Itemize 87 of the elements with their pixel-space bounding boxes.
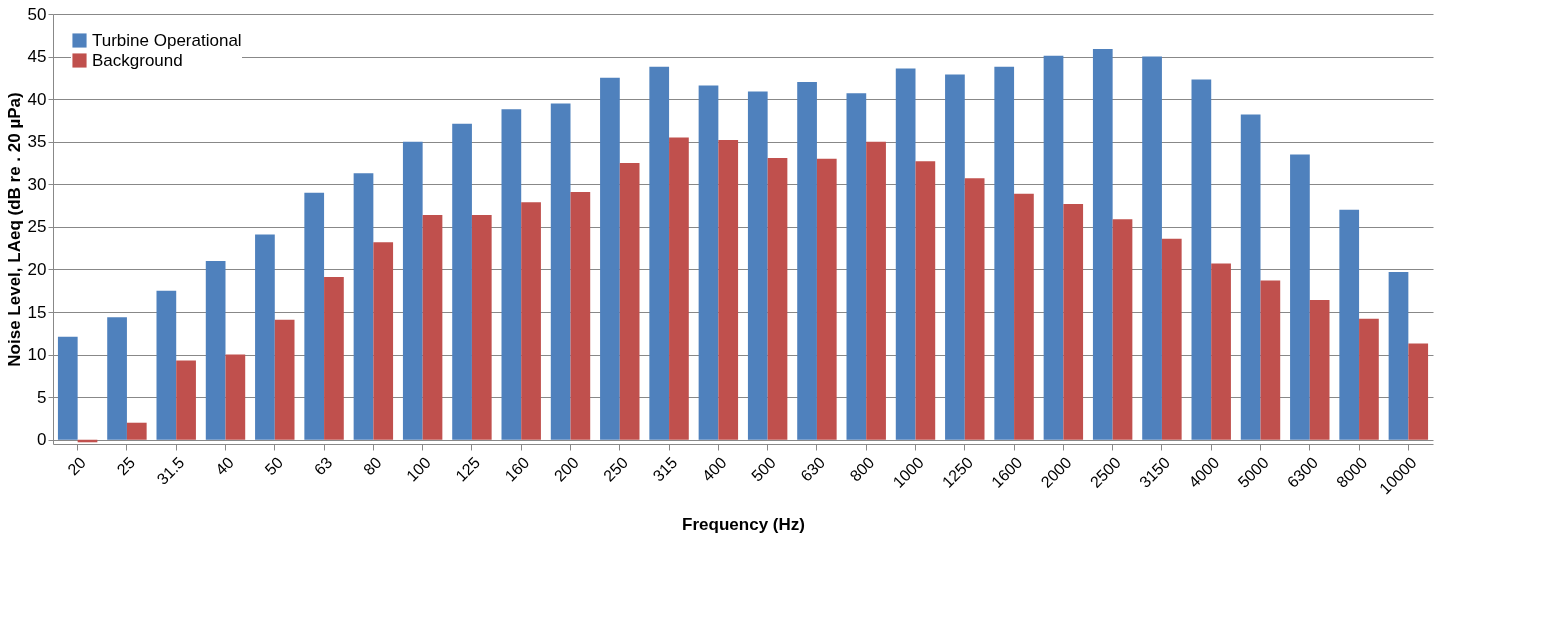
bar bbox=[422, 214, 443, 440]
bar bbox=[126, 422, 147, 440]
bar bbox=[895, 68, 916, 440]
bar bbox=[1063, 203, 1084, 440]
bar bbox=[521, 202, 541, 440]
y-tick-label: 10 bbox=[27, 345, 47, 365]
bar bbox=[1014, 193, 1034, 440]
bar bbox=[915, 161, 936, 440]
y-tick-label: 30 bbox=[27, 174, 47, 194]
y-tick-label: 25 bbox=[27, 217, 47, 237]
x-tick-label: 40 bbox=[212, 453, 237, 479]
bar bbox=[1161, 238, 1182, 440]
x-tick-label: 25 bbox=[113, 453, 139, 479]
bar bbox=[816, 158, 837, 440]
y-tick-label: 20 bbox=[27, 259, 47, 279]
bar bbox=[846, 93, 867, 440]
bar bbox=[501, 109, 522, 440]
bar bbox=[669, 137, 689, 440]
x-tick-label: 80 bbox=[360, 453, 385, 479]
bar bbox=[1260, 280, 1281, 440]
bar bbox=[619, 163, 640, 440]
bar bbox=[747, 91, 768, 440]
bar bbox=[471, 214, 492, 440]
x-tick-label: 250 bbox=[600, 453, 632, 485]
bar bbox=[304, 192, 325, 440]
bar bbox=[156, 290, 177, 440]
bar bbox=[1388, 272, 1409, 440]
bar bbox=[1309, 300, 1330, 440]
bar bbox=[698, 85, 719, 440]
bar bbox=[1211, 263, 1231, 440]
y-tick-label: 0 bbox=[37, 430, 47, 450]
bar bbox=[324, 277, 344, 440]
bar bbox=[353, 173, 374, 440]
x-tick-label: 160 bbox=[501, 453, 533, 485]
x-tick-label: 63 bbox=[310, 453, 336, 479]
bar bbox=[452, 123, 472, 440]
bar bbox=[718, 140, 739, 440]
bar bbox=[1043, 55, 1064, 440]
bar bbox=[1290, 154, 1310, 440]
x-tick-label: 31.5 bbox=[153, 453, 188, 488]
bar bbox=[994, 66, 1015, 440]
x-tick-label: 50 bbox=[261, 453, 287, 479]
bar bbox=[964, 178, 985, 440]
bar bbox=[1240, 114, 1261, 440]
x-tick-label: 630 bbox=[797, 453, 829, 485]
bar bbox=[945, 74, 965, 440]
bar bbox=[1339, 209, 1360, 440]
bar bbox=[205, 260, 226, 440]
bar bbox=[767, 157, 788, 440]
y-axis-title: Noise Level, LAeq (dB re . 20 µPa) bbox=[4, 92, 24, 367]
bar bbox=[402, 141, 423, 440]
bar bbox=[797, 82, 817, 440]
x-tick-label: 315 bbox=[649, 453, 681, 485]
bar bbox=[1142, 56, 1162, 440]
bar bbox=[1408, 343, 1429, 440]
x-tick-label: 125 bbox=[452, 453, 484, 485]
y-tick-label: 50 bbox=[27, 4, 47, 24]
bar bbox=[1191, 79, 1212, 440]
y-tick-label: 35 bbox=[27, 132, 47, 152]
y-tick-label: 15 bbox=[27, 302, 47, 322]
bar bbox=[570, 191, 591, 440]
bar bbox=[176, 360, 196, 440]
bar bbox=[225, 354, 246, 440]
x-tick-label: 500 bbox=[748, 453, 780, 485]
bar bbox=[57, 336, 78, 440]
bar bbox=[373, 242, 394, 440]
y-tick-label: 45 bbox=[27, 47, 47, 67]
bar bbox=[866, 141, 886, 440]
legend-label: Turbine Operational bbox=[92, 30, 242, 50]
x-axis-title: Frequency (Hz) bbox=[682, 515, 805, 535]
bar bbox=[1092, 48, 1113, 440]
x-tick-label: 200 bbox=[550, 453, 582, 485]
y-tick-label: 5 bbox=[37, 387, 47, 407]
bar bbox=[1359, 318, 1379, 440]
legend-label: Background bbox=[92, 50, 183, 70]
bar bbox=[255, 234, 275, 440]
bar bbox=[1112, 219, 1133, 440]
y-tick-label: 40 bbox=[27, 89, 47, 109]
bar bbox=[550, 103, 571, 440]
bar bbox=[274, 319, 295, 440]
x-tick-label: 800 bbox=[846, 453, 878, 485]
x-tick-label: 20 bbox=[64, 453, 90, 479]
x-tick-label: 100 bbox=[403, 453, 435, 485]
bar bbox=[649, 66, 670, 440]
bar bbox=[600, 77, 620, 440]
bar bbox=[107, 317, 127, 440]
x-tick-label: 400 bbox=[698, 453, 730, 485]
